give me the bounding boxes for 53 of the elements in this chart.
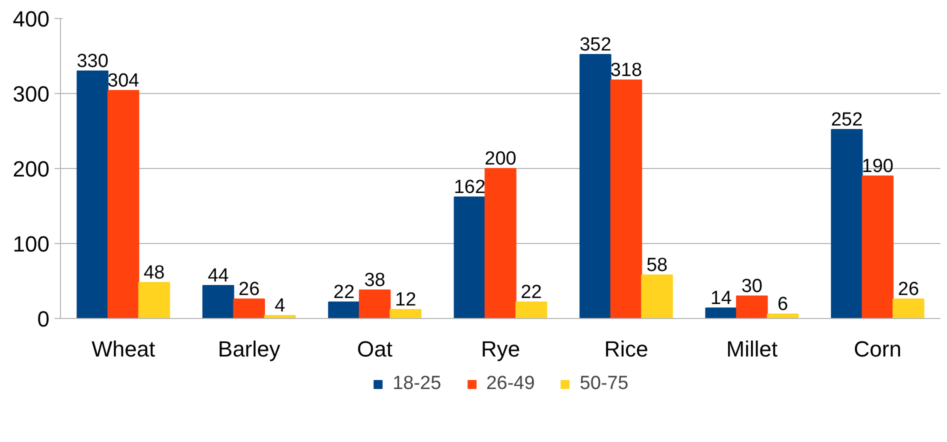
data-label: 14	[710, 288, 732, 309]
bar	[358, 290, 391, 318]
data-label: 200	[484, 148, 516, 170]
bar	[892, 298, 924, 318]
bar	[580, 54, 612, 318]
data-label: 38	[364, 270, 386, 291]
x-tick-label: Rice	[604, 336, 648, 362]
bar	[484, 168, 516, 318]
data-label: 6	[777, 294, 788, 315]
x-tick-label: Rye	[480, 336, 520, 362]
legend-label: 26-49	[486, 373, 535, 395]
data-label: 4	[274, 296, 286, 316]
bar	[736, 296, 768, 318]
legend-label: 18-25	[392, 373, 442, 395]
y-tick-label: 0	[37, 306, 50, 332]
x-tick-label: Corn	[854, 336, 902, 362]
bar	[610, 80, 642, 318]
data-label: 58	[646, 255, 668, 276]
bar	[705, 308, 738, 318]
bar	[515, 302, 548, 318]
data-label: 252	[830, 110, 863, 130]
data-label: 330	[76, 51, 108, 72]
x-tick-label: Oat	[357, 336, 393, 362]
y-tick-label: 400	[12, 6, 50, 32]
bar	[76, 70, 108, 318]
data-label: 22	[520, 282, 542, 303]
data-label: 22	[333, 282, 355, 303]
bar	[454, 196, 486, 318]
y-tick-label: 300	[12, 82, 50, 106]
y-tick-label: 100	[12, 232, 50, 256]
x-tick-label: Wheat	[92, 336, 156, 362]
bar	[202, 285, 234, 318]
bar	[328, 302, 360, 318]
data-label: 12	[395, 290, 416, 310]
data-label: 48	[144, 262, 165, 284]
bar	[107, 90, 140, 318]
bar	[641, 274, 673, 318]
legend-label: 50-75	[580, 373, 628, 395]
x-tick-label: Millet	[726, 336, 778, 362]
data-label: 30	[741, 276, 762, 297]
bar	[830, 129, 863, 318]
bar	[233, 298, 265, 318]
bar	[766, 314, 799, 318]
x-tick-label: Barley	[218, 336, 280, 362]
data-label: 44	[208, 266, 230, 286]
data-label: 190	[862, 156, 894, 177]
y-tick-label: 200	[12, 156, 50, 182]
data-label: 352	[580, 34, 612, 56]
bar	[862, 176, 894, 318]
data-label: 26	[898, 279, 920, 300]
bar	[138, 282, 170, 318]
bar	[390, 309, 422, 318]
data-label: 26	[238, 279, 260, 300]
